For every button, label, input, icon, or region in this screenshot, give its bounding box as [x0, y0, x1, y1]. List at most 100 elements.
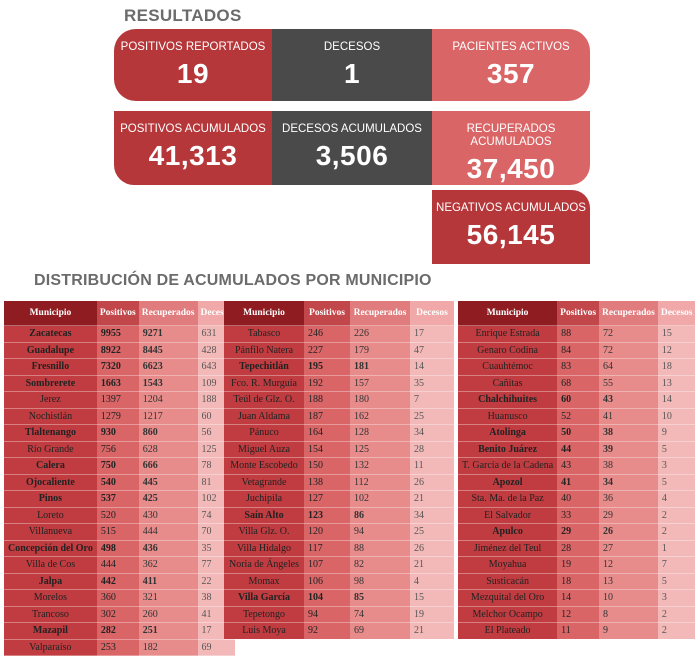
recuperados-cell: 444	[138, 523, 198, 540]
positivos-cell: 92	[304, 622, 350, 639]
recuperados-cell: 12	[599, 556, 658, 573]
table-row: Sta. Ma. de la Paz 40 36 4	[458, 490, 696, 507]
municipio-cell: Guadalupe	[4, 342, 97, 359]
recuperados-cell: 34	[599, 474, 658, 491]
decesos-cell: 25	[410, 523, 454, 540]
recuperados-cell: 41	[599, 408, 658, 425]
table-row: Monte Escobedo 150 132 11	[224, 457, 454, 474]
distribution-title: DISTRIBUCIÓN DE ACUMULADOS POR MUNICIPIO	[34, 272, 432, 289]
table-row: Noria de Ángeles 107 82 21	[224, 556, 454, 573]
card-label: DECESOS	[323, 41, 381, 53]
col-header-positivos: Positivos	[304, 301, 350, 326]
positivos-cell: 68	[557, 375, 600, 392]
municipio-cell: Momax	[224, 573, 304, 590]
card-value: 19	[176, 58, 210, 89]
table-row: Huanusco 52 41 10	[458, 408, 696, 425]
positivos-cell: 360	[96, 589, 139, 606]
decesos-cell: 47	[410, 342, 454, 359]
positivos-cell: 515	[96, 523, 139, 540]
table-row: Calera 750 666 78	[4, 457, 236, 474]
positivos-cell: 756	[96, 441, 139, 458]
table-row: Villanueva 515 444 70	[4, 523, 236, 540]
municipio-cell: Tepechitlán	[224, 358, 304, 375]
positivos-cell: 19	[557, 556, 600, 573]
recuperados-cell: 13	[599, 573, 658, 590]
positivos-cell: 94	[304, 606, 350, 623]
municipio-cell: Trancoso	[4, 606, 97, 623]
recuperados-cell: 1543	[138, 375, 198, 392]
table-row: Villa Hidalgo 117 88 26	[224, 540, 454, 557]
positivos-cell: 138	[304, 474, 350, 491]
municipio-cell: Pánfilo Natera	[224, 342, 304, 359]
positivos-cell: 43	[557, 457, 600, 474]
table-row: Sombrerete 1663 1543 109	[4, 375, 236, 392]
card-pacientes-activos: PACIENTES ACTIVOS 357	[432, 29, 590, 101]
municipio-cell: Nochistlán	[4, 408, 97, 425]
decesos-cell: 3	[657, 457, 696, 474]
decesos-cell: 34	[410, 424, 454, 441]
table-row: Nochistlán 1279 1217 60	[4, 408, 236, 425]
municipio-cell: Atolinga	[458, 424, 558, 441]
card-label: POSITIVOS REPORTADOS	[120, 41, 266, 53]
table-row: Benito Juárez 44 39 5	[458, 441, 696, 458]
municipio-cell: Sta. Ma. de la Paz	[458, 490, 558, 507]
municipio-table-3: Municipio Positivos Recuperados Decesos …	[458, 301, 696, 640]
municipio-cell: Benito Juárez	[458, 441, 558, 458]
recuperados-cell: 9271	[138, 325, 198, 342]
recuperados-cell: 8445	[138, 342, 198, 359]
positivos-cell: 127	[304, 490, 350, 507]
recuperados-cell: 6623	[138, 358, 198, 375]
table-row: Villa de Cos 444 362 77	[4, 556, 236, 573]
table-row: Atolinga 50 38 9	[458, 424, 696, 441]
decesos-cell: 28	[410, 441, 454, 458]
card-value: 56,145	[466, 219, 556, 250]
decesos-cell: 14	[657, 391, 696, 408]
recuperados-cell: 55	[599, 375, 658, 392]
recuperados-cell: 430	[138, 507, 198, 524]
card-value: 357	[486, 58, 536, 89]
positivos-cell: 540	[96, 474, 139, 491]
table-row: Villa García 104 85 15	[224, 589, 454, 606]
recuperados-cell: 88	[350, 540, 410, 557]
card-recuperados-acumulados: RECUPERADOS ACUMULADOS 37,450	[432, 111, 590, 185]
decesos-cell: 2	[657, 606, 696, 623]
positivos-cell: 164	[304, 424, 350, 441]
positivos-cell: 12	[557, 606, 600, 623]
positivos-cell: 188	[304, 391, 350, 408]
municipio-cell: Loreto	[4, 507, 97, 524]
decesos-cell: 18	[657, 358, 696, 375]
recuperados-cell: 85	[350, 589, 410, 606]
municipio-cell: Vetagrande	[224, 474, 304, 491]
positivos-cell: 150	[304, 457, 350, 474]
table-row: Tepetongo 94 74 19	[224, 606, 454, 623]
municipio-table-2: Municipio Positivos Recuperados Decesos …	[224, 301, 454, 640]
recuperados-cell: 1217	[138, 408, 198, 425]
decesos-cell: 12	[657, 342, 696, 359]
card-label: PACIENTES ACTIVOS	[452, 41, 570, 53]
decesos-cell: 14	[410, 358, 454, 375]
municipio-cell: El Plateado	[458, 622, 558, 639]
recuperados-cell: 29	[599, 507, 658, 524]
table-row: T. García de la Cadena 43 38 3	[458, 457, 696, 474]
municipio-cell: Miguel Auza	[224, 441, 304, 458]
positivos-cell: 750	[96, 457, 139, 474]
municipio-cell: Ojocaliente	[4, 474, 97, 491]
municipio-cell: Genaro Codina	[458, 342, 558, 359]
col-header-recuperados: Recuperados	[599, 301, 658, 326]
positivos-cell: 14	[557, 589, 600, 606]
recuperados-cell: 182	[138, 639, 198, 656]
positivos-cell: 154	[304, 441, 350, 458]
col-header-positivos: Positivos	[557, 301, 600, 326]
col-header-municipio: Municipio	[224, 301, 304, 326]
table-row: Trancoso 302 260 41	[4, 606, 236, 623]
municipio-cell: Villa Glz. O.	[224, 523, 304, 540]
municipio-cell: T. García de la Cadena	[458, 457, 558, 474]
card-label: RECUPERADOS ACUMULADOS	[466, 123, 556, 148]
table-row: Pánfilo Natera 227 179 47	[224, 342, 454, 359]
municipio-cell: Tlaltenango	[4, 424, 97, 441]
recuperados-cell: 38	[599, 457, 658, 474]
municipio-cell: Monte Escobedo	[224, 457, 304, 474]
table-row: Cuauhtémoc 83 64 18	[458, 358, 696, 375]
recuperados-cell: 181	[350, 358, 410, 375]
table-row: Momax 106 98 4	[224, 573, 454, 590]
